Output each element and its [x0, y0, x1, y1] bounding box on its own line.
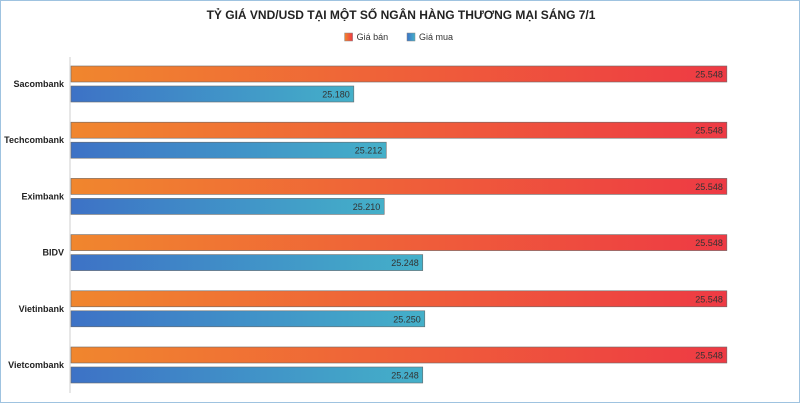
category-label-bidv: BIDV	[42, 248, 64, 258]
data-label-vietcombank-gi-mua: 25.248	[391, 371, 419, 381]
legend: Giá bán Giá mua	[344, 32, 453, 42]
category-labels: Sacombank Techcombank Eximbank BIDV Vietinba…	[4, 79, 65, 370]
data-label-sacombank-gi-mua: 25.180	[322, 90, 350, 100]
bar-eximbank-gi-b-n	[70, 178, 728, 195]
category-label-eximbank: Eximbank	[21, 191, 65, 201]
data-label-eximbank-gi-b-n: 25.548	[695, 182, 723, 192]
data-label-techcombank-gi-b-n: 25.548	[695, 126, 723, 136]
data-label-vietcombank-gi-b-n: 25.548	[695, 351, 723, 361]
bar-techcombank-gi-b-n	[70, 121, 728, 139]
data-label-bidv-gi-b-n: 25.548	[695, 238, 723, 248]
data-label-vietinbank-gi-mua: 25.250	[393, 314, 421, 324]
bars	[70, 65, 728, 384]
bar-bidv-gi-b-n	[70, 234, 728, 251]
bar-bidv-gi-mua	[70, 254, 424, 271]
bar-vietinbank-gi-b-n	[70, 290, 728, 308]
legend-label-gi-mua: Giá mua	[419, 32, 453, 42]
legend-swatch-gi-b-n	[344, 32, 353, 42]
legend-label-gi-b-n: Giá bán	[357, 32, 389, 42]
bar-vietcombank-gi-b-n	[70, 346, 728, 364]
category-label-sacombank: Sacombank	[13, 79, 65, 89]
legend-swatch-gi-mua	[406, 32, 416, 42]
data-label-vietinbank-gi-b-n: 25.548	[695, 294, 723, 304]
bar-techcombank-gi-mua	[70, 141, 387, 159]
bar-vietinbank-gi-mua	[70, 310, 426, 328]
data-label-bidv-gi-mua: 25.248	[391, 258, 419, 268]
data-label-techcombank-gi-mua: 25.212	[355, 146, 383, 156]
chart-title: TỶ GIÁ VND/USD TẠI MỘT SỐ NGÂN HÀNG THƯƠ…	[207, 7, 596, 22]
bar-sacombank-gi-b-n	[70, 65, 728, 83]
data-label-sacombank-gi-b-n: 25.548	[695, 70, 723, 80]
bar-eximbank-gi-mua	[70, 198, 385, 215]
bar-sacombank-gi-mua	[70, 85, 355, 103]
bar-vietcombank-gi-mua	[70, 366, 424, 384]
data-labels: 25.548 25.180 25.548 25.212 25.548 25.210 25.5…	[322, 70, 723, 381]
data-label-eximbank-gi-mua: 25.210	[353, 202, 381, 212]
category-label-vietinbank: Vietinbank	[19, 304, 65, 314]
category-label-techcombank: Techcombank	[4, 135, 65, 145]
category-label-vietcombank: Vietcombank	[8, 360, 65, 370]
